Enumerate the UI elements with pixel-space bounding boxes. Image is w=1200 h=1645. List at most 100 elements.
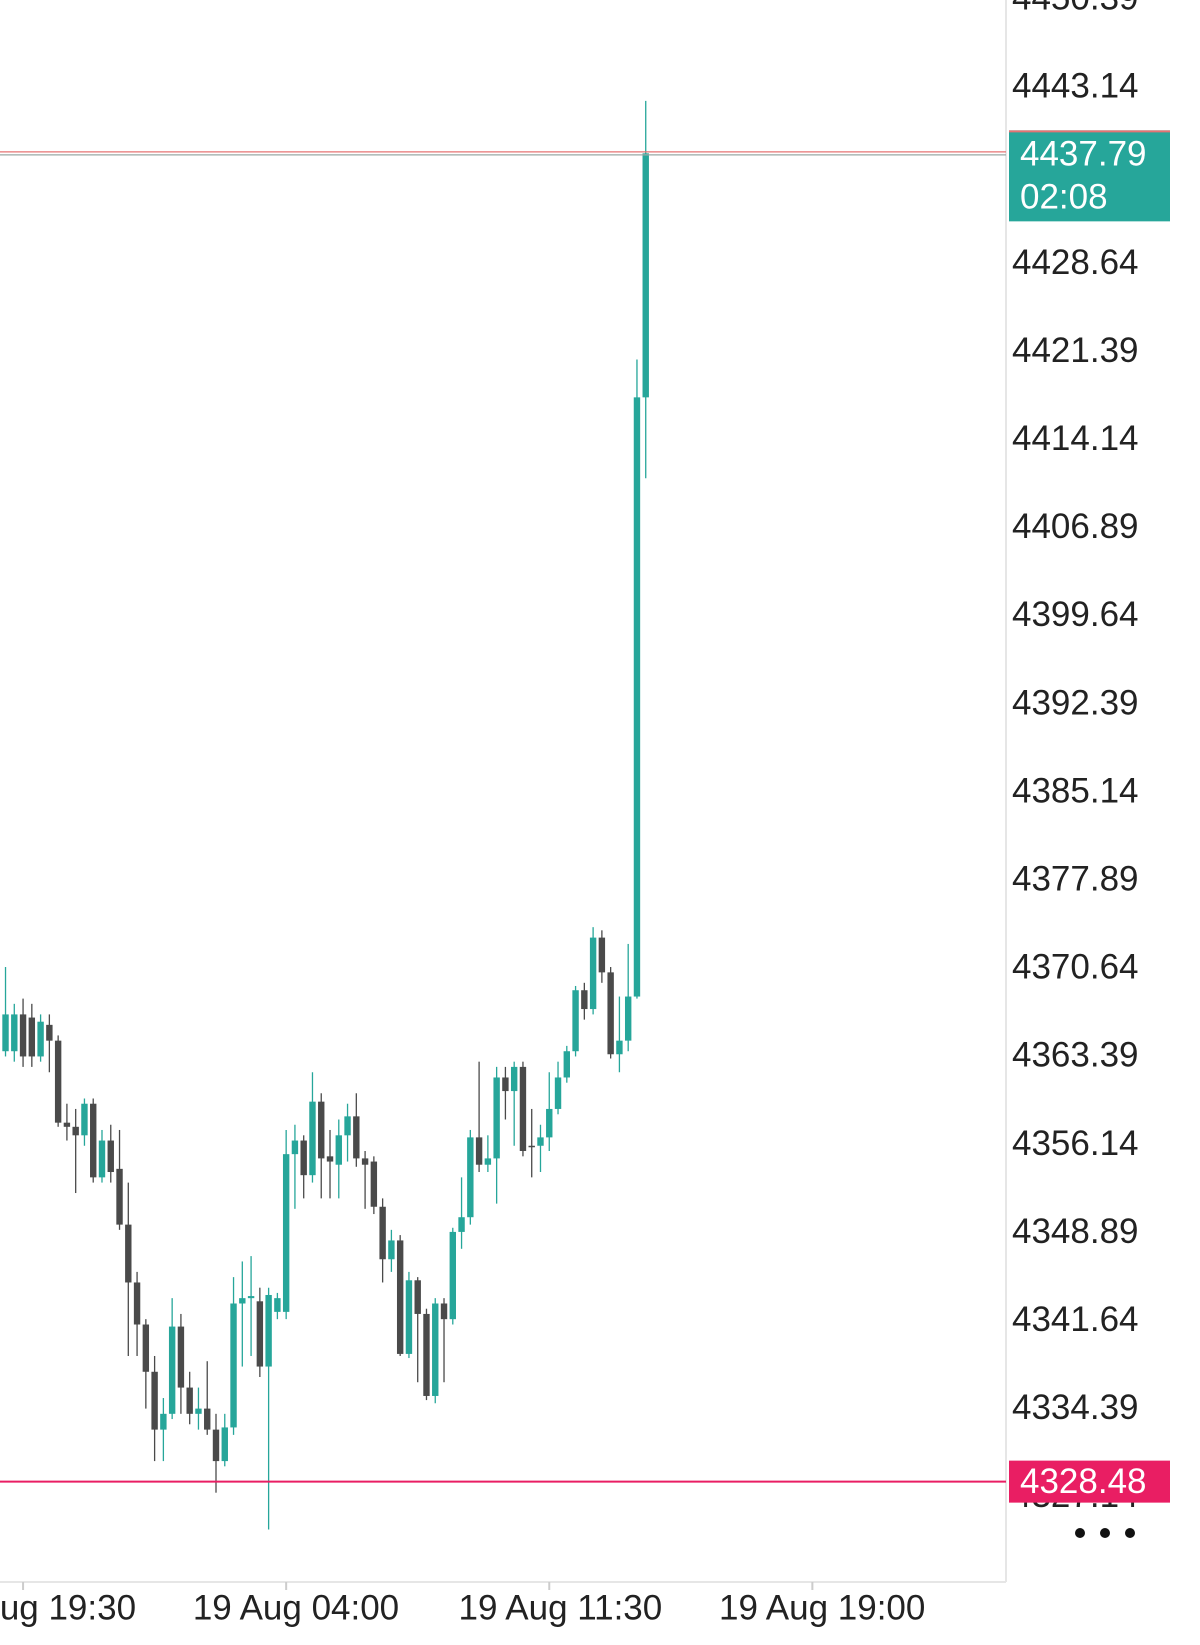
- candle-body: [519, 1066, 527, 1151]
- candle-body: [502, 1077, 509, 1092]
- candle-body: [353, 1116, 360, 1159]
- candle-body: [230, 1303, 237, 1428]
- candle-body: [300, 1140, 307, 1176]
- y-tick-label: 4341.64: [1012, 1300, 1139, 1339]
- y-tick-label: 4334.39: [1012, 1388, 1139, 1427]
- candle-body: [546, 1108, 553, 1138]
- candle-body: [282, 1154, 290, 1312]
- countdown-label: 02:08: [1020, 178, 1108, 217]
- x-tick-label: ug 19:30: [0, 1588, 136, 1627]
- y-tick-label: 4356.14: [1012, 1124, 1139, 1163]
- candle-body: [388, 1240, 395, 1260]
- candle-body: [177, 1326, 185, 1388]
- candle-body: [642, 153, 649, 398]
- y-tick-label: 4377.89: [1012, 859, 1139, 898]
- y-tick-label: 4399.64: [1012, 595, 1139, 634]
- y-tick-label: 4443.14: [1012, 67, 1139, 106]
- candle-body: [423, 1313, 430, 1396]
- more-menu[interactable]: [1075, 1528, 1135, 1538]
- candle-body: [405, 1280, 413, 1354]
- candle-body: [554, 1077, 562, 1109]
- candle-body: [581, 990, 588, 1010]
- candle-body: [54, 1040, 62, 1123]
- candle-body: [493, 1077, 500, 1159]
- candle-body: [239, 1298, 246, 1304]
- menu-dot[interactable]: [1075, 1528, 1085, 1538]
- candle-body: [90, 1103, 97, 1178]
- candle-body: [81, 1103, 88, 1136]
- candle-body: [563, 1051, 570, 1078]
- candle-body: [168, 1326, 176, 1414]
- candle-body: [528, 1145, 535, 1148]
- y-tick-label: 4414.14: [1012, 419, 1139, 458]
- candle-body: [449, 1231, 456, 1320]
- candle-body: [28, 1017, 36, 1057]
- candle-body: [414, 1280, 421, 1314]
- candle-body: [160, 1413, 167, 1430]
- candle-body: [361, 1158, 369, 1165]
- price-label: 4437.79: [1020, 135, 1147, 174]
- x-tick-label: 19 Aug 04:00: [193, 1588, 399, 1627]
- candle-body: [107, 1140, 114, 1173]
- y-tick-label: 4348.89: [1012, 1212, 1139, 1251]
- candle-body: [379, 1206, 386, 1260]
- y-tick-label: 4363.39: [1012, 1036, 1139, 1075]
- candle-body: [309, 1101, 316, 1176]
- candle-body: [572, 990, 579, 1052]
- candle-body: [72, 1126, 79, 1136]
- candle-body: [475, 1137, 483, 1165]
- candle-body: [204, 1408, 211, 1430]
- x-tick-label: 19 Aug 19:00: [719, 1588, 925, 1627]
- candle-body: [370, 1161, 378, 1207]
- candle-body: [318, 1101, 325, 1159]
- candle-body: [633, 397, 641, 997]
- candle-body: [142, 1324, 150, 1372]
- candle-body: [510, 1066, 518, 1092]
- candle-body: [11, 1014, 18, 1052]
- candle-body: [46, 1024, 53, 1041]
- candle-body: [125, 1224, 132, 1283]
- candle-body: [396, 1240, 404, 1354]
- candle-body: [2, 1014, 9, 1052]
- candle-body: [458, 1217, 465, 1232]
- y-tick-label: 4385.14: [1012, 771, 1139, 810]
- candle-body: [256, 1301, 264, 1367]
- candle-body: [598, 937, 606, 973]
- candle-body: [247, 1296, 255, 1299]
- candle-body: [265, 1294, 272, 1367]
- y-tick-label: 4428.64: [1012, 243, 1139, 282]
- y-tick-label: 4450.39: [1012, 0, 1139, 17]
- y-tick-label: 4406.89: [1012, 507, 1139, 546]
- candle-body: [335, 1135, 342, 1165]
- candle-body: [432, 1303, 439, 1396]
- candle-body: [186, 1387, 193, 1414]
- price-label-box: [1009, 130, 1170, 222]
- candle-body: [116, 1168, 123, 1225]
- candle-body: [221, 1427, 228, 1462]
- candle-body: [589, 937, 597, 1010]
- candle-body: [537, 1137, 544, 1146]
- candle-body: [274, 1298, 281, 1312]
- candle-body: [607, 972, 614, 1055]
- candle-body: [291, 1140, 299, 1155]
- candle-body: [616, 1040, 623, 1055]
- candle-body: [484, 1158, 492, 1165]
- candle-body: [467, 1137, 474, 1218]
- candle-body: [63, 1122, 71, 1127]
- menu-dot[interactable]: [1100, 1528, 1110, 1538]
- candle-body: [326, 1156, 334, 1162]
- candle-body: [37, 1021, 44, 1057]
- y-tick-label: 4370.64: [1012, 948, 1139, 987]
- candle-body: [195, 1408, 202, 1414]
- candle-body: [151, 1371, 158, 1430]
- candle-body: [19, 1014, 27, 1057]
- menu-dot[interactable]: [1125, 1528, 1135, 1538]
- x-tick-label: 19 Aug 11:30: [459, 1588, 663, 1627]
- y-tick-label: 4392.39: [1012, 683, 1139, 722]
- candle-body: [624, 996, 632, 1041]
- candle-body: [133, 1282, 141, 1325]
- candle-body: [98, 1140, 106, 1178]
